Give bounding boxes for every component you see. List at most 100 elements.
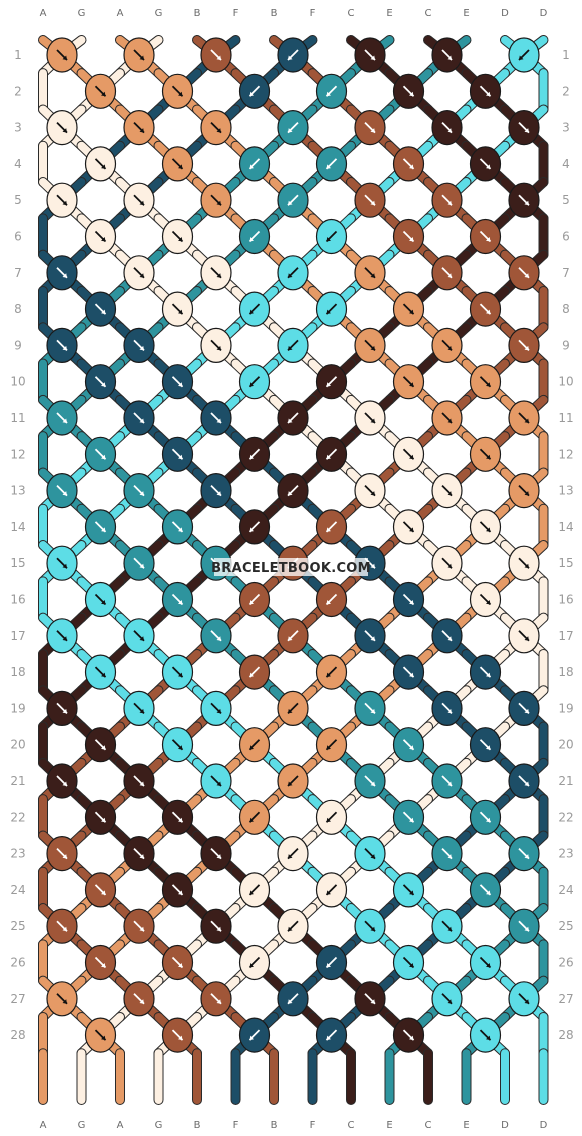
arrowhead-icon <box>524 345 529 351</box>
row-number-right: 20 <box>558 738 573 752</box>
strand-label-bottom: A <box>117 1120 124 1131</box>
strand-label-bottom: F <box>310 1120 316 1131</box>
arrowhead-icon <box>249 745 254 750</box>
arrowhead-icon <box>370 128 375 133</box>
arrowhead-icon <box>447 636 452 641</box>
strand-label-bottom: F <box>233 1120 239 1131</box>
arrowhead-icon <box>101 600 106 605</box>
arrowhead-icon <box>178 890 183 895</box>
arrowhead-icon <box>139 854 144 859</box>
arrowhead-icon <box>178 309 183 315</box>
arrowhead-icon <box>178 382 183 387</box>
arrowhead-icon <box>178 745 183 750</box>
arrowhead-icon <box>288 854 293 859</box>
arrowhead-icon <box>139 55 144 60</box>
arrowhead-icon <box>288 491 293 496</box>
arrowhead-icon <box>62 999 67 1004</box>
arrowhead-icon <box>62 418 67 423</box>
arrowhead-icon <box>524 491 529 496</box>
arrowhead-icon <box>178 91 183 97</box>
arrowhead-icon <box>288 200 293 206</box>
arrowhead-icon <box>409 454 414 460</box>
arrowhead-icon <box>101 890 106 895</box>
strand-label-bottom: C <box>348 1120 355 1131</box>
arrowhead-icon <box>216 273 221 278</box>
arrowhead-icon <box>62 854 67 859</box>
arrowhead-icon <box>139 491 144 496</box>
watermark-backdrop <box>214 558 368 576</box>
row-number-right: 19 <box>558 701 573 715</box>
arrowhead-icon <box>249 91 254 97</box>
row-number-right: 9 <box>562 338 570 352</box>
arrowhead-icon <box>249 309 254 315</box>
knot-layer <box>46 37 540 1053</box>
arrowhead-icon <box>101 817 106 823</box>
arrowhead-icon <box>62 55 67 60</box>
arrowhead-icon <box>178 454 183 460</box>
arrowhead-icon <box>139 418 144 423</box>
arrowhead-icon <box>409 237 414 242</box>
row-number-right: 21 <box>558 774 573 788</box>
arrowhead-icon <box>178 963 183 968</box>
arrowhead-icon <box>486 1035 491 1041</box>
arrowhead-icon <box>288 708 293 714</box>
arrowhead-icon <box>326 237 331 242</box>
arrowhead-icon <box>370 563 375 569</box>
arrowhead-icon <box>370 708 375 714</box>
arrowhead-icon <box>370 999 375 1004</box>
arrowhead-icon <box>139 128 144 133</box>
arrowhead-icon <box>101 454 106 460</box>
arrowhead-icon <box>139 926 144 932</box>
arrowhead-icon <box>62 273 67 278</box>
row-number-right: 25 <box>558 919 573 933</box>
arrowhead-icon <box>524 708 529 714</box>
arrowhead-icon <box>249 1035 254 1041</box>
row-number-left: 15 <box>10 556 25 570</box>
arrowhead-icon <box>409 890 414 895</box>
arrowhead-icon <box>216 999 221 1004</box>
arrowhead-icon <box>288 55 293 60</box>
row-number-left: 11 <box>10 411 25 425</box>
row-number-left: 20 <box>10 738 25 752</box>
row-number-right: 22 <box>558 810 573 824</box>
arrowhead-icon <box>249 454 254 460</box>
row-number-left: 8 <box>14 302 22 316</box>
row-number-left: 23 <box>10 847 25 861</box>
row-number-left: 22 <box>10 810 25 824</box>
strand-label-bottom: G <box>78 1120 86 1131</box>
arrowhead-icon <box>139 273 144 278</box>
arrowhead-icon <box>524 854 529 859</box>
arrowhead-icon <box>486 309 491 315</box>
row-number-right: 23 <box>558 847 573 861</box>
row-number-right: 8 <box>562 302 570 316</box>
arrowhead-icon <box>370 491 375 496</box>
arrowhead-icon <box>486 745 491 750</box>
arrowhead-icon <box>326 745 331 750</box>
arrowhead-icon <box>101 309 106 315</box>
arrowhead-icon <box>486 454 491 460</box>
arrowhead-icon <box>370 55 375 60</box>
arrowhead-icon <box>486 890 491 895</box>
row-number-left: 24 <box>10 883 25 897</box>
row-number-right: 7 <box>562 266 570 280</box>
strand-label-top: F <box>310 8 316 19</box>
arrowhead-icon <box>101 672 106 678</box>
strand-label-bottom: G <box>155 1120 163 1131</box>
arrowhead-icon <box>370 200 375 206</box>
strand-label-bottom: B <box>194 1120 201 1131</box>
row-number-left: 3 <box>14 121 22 135</box>
arrowhead-icon <box>62 636 67 641</box>
strand-label-top: E <box>463 8 469 19</box>
arrowhead-icon <box>62 200 67 206</box>
arrowhead-icon <box>288 418 293 423</box>
strand-label-top: F <box>233 8 239 19</box>
row-number-right: 16 <box>558 593 573 607</box>
arrowhead-icon <box>101 164 106 169</box>
arrowhead-icon <box>178 1035 183 1041</box>
strand-label-bottom: A <box>40 1120 47 1131</box>
arrowhead-icon <box>326 672 331 678</box>
arrowhead-icon <box>486 164 491 169</box>
strand-label-top: G <box>78 8 86 19</box>
arrowhead-icon <box>447 55 452 60</box>
arrowhead-icon <box>216 418 221 423</box>
